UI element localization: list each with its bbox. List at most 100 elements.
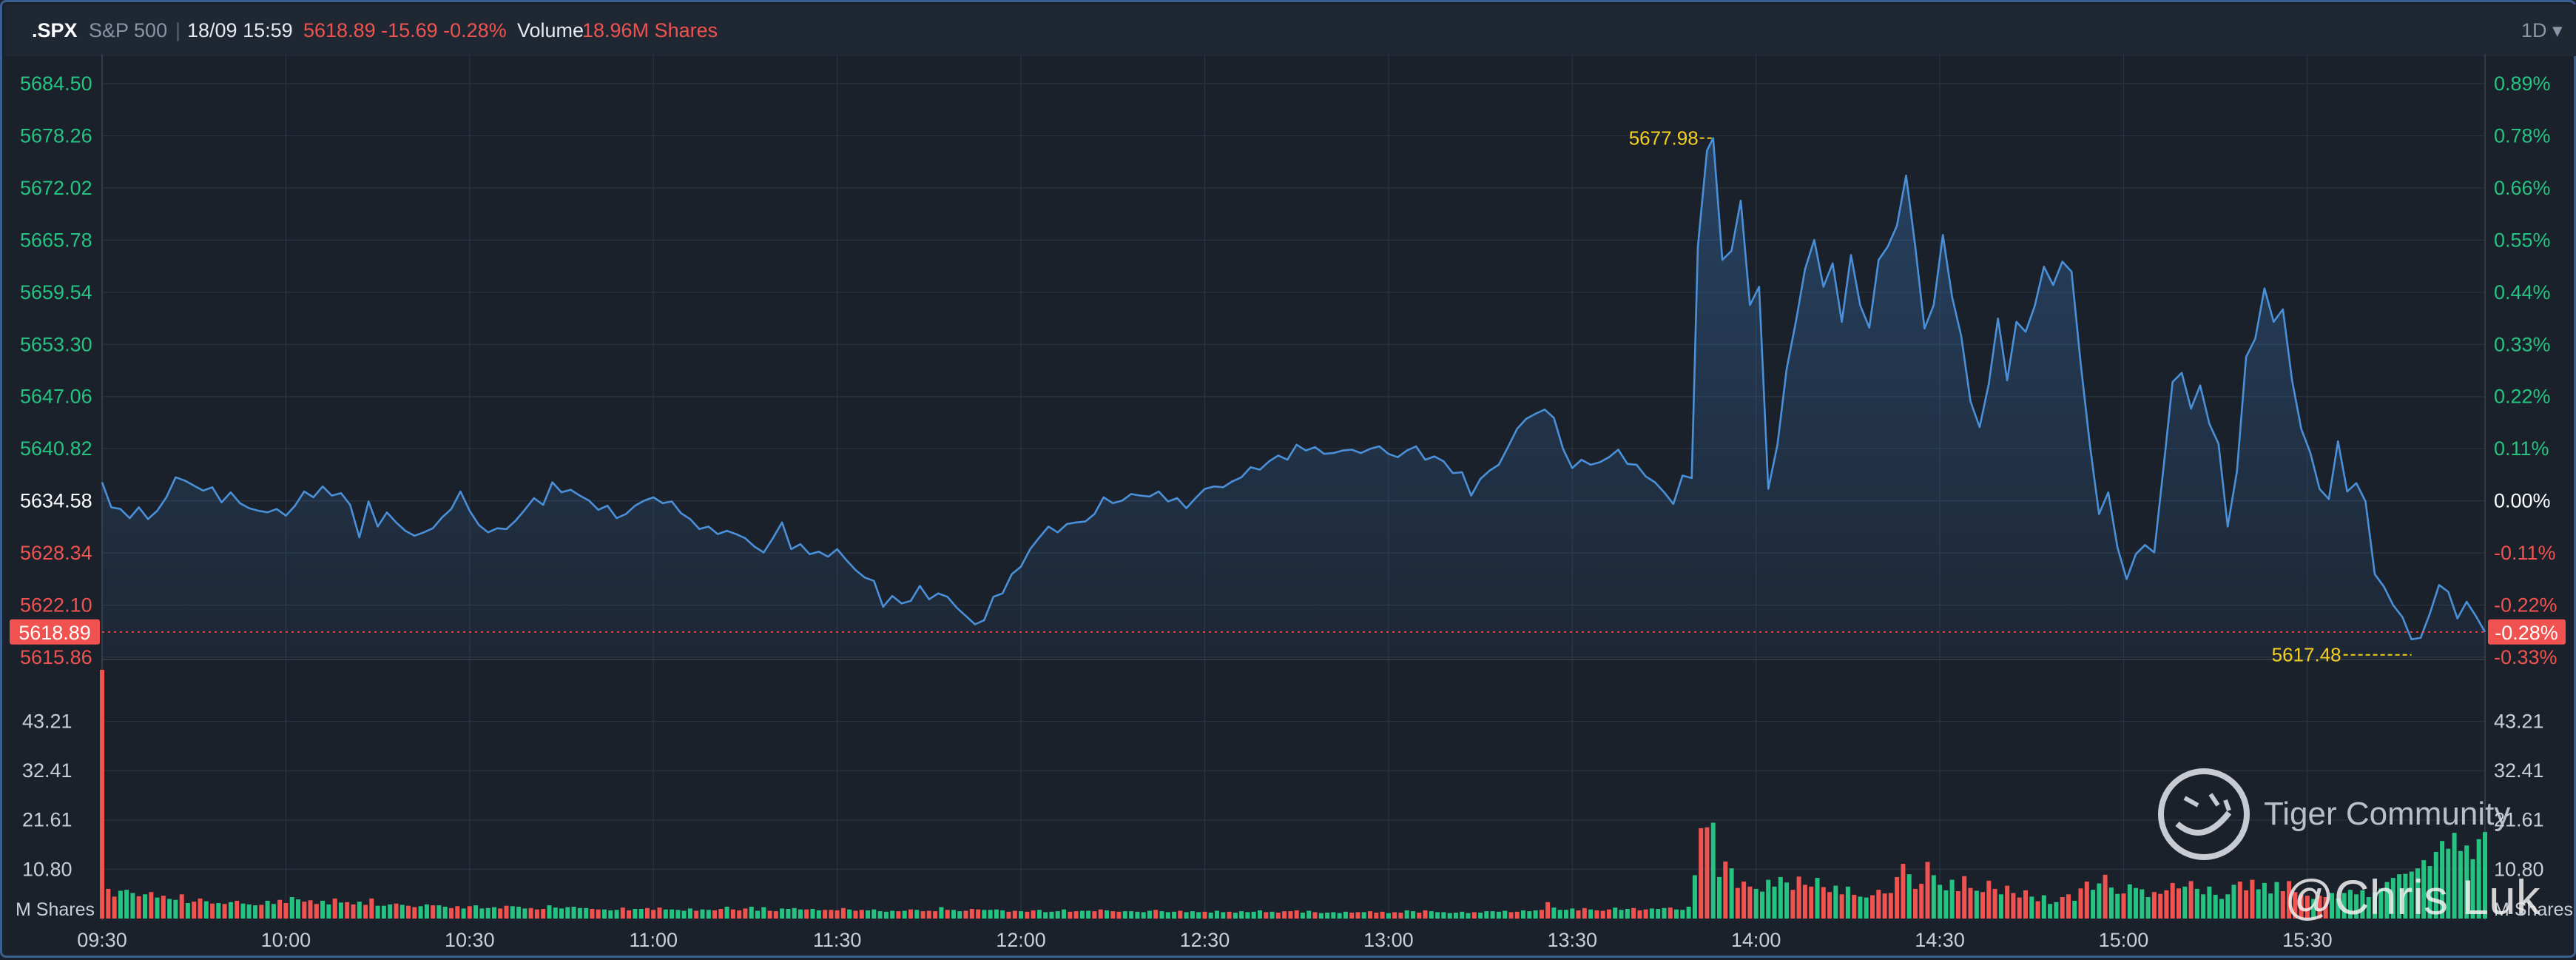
volume-bar	[2421, 860, 2427, 919]
price-tick-label: 5647.06	[20, 386, 92, 408]
volume-bar	[1508, 912, 1514, 919]
volume-bar	[602, 909, 607, 919]
volume-bar	[749, 907, 754, 919]
volume-bar	[442, 907, 448, 919]
volume-bar	[859, 910, 864, 919]
volume-bar	[1705, 827, 1710, 919]
volume-bar	[866, 910, 870, 919]
volume-bar	[1233, 913, 1238, 919]
volume-tick-label: 10.80	[22, 858, 73, 880]
volume-bar	[1938, 885, 1943, 919]
last-price-tag-bg	[10, 619, 100, 645]
x-tick-label: 12:00	[996, 929, 1046, 951]
volume-bar	[1239, 911, 1244, 919]
volume-bar	[240, 903, 246, 919]
volume-bar	[492, 907, 496, 919]
volume-bar	[1974, 890, 1979, 919]
volume-bar	[1747, 886, 1753, 919]
volume-bar	[388, 904, 393, 919]
volume-bar	[1079, 910, 1085, 919]
volume-bar	[143, 894, 147, 919]
volume-bar	[2115, 893, 2120, 919]
volume-bar	[2029, 896, 2034, 919]
volume-bar	[1172, 911, 1177, 919]
volume-bar	[718, 909, 724, 919]
volume-bar	[939, 907, 944, 919]
volume-tick-label-right: 32.41	[2494, 759, 2544, 782]
tiger-logo-stripe	[2175, 810, 2232, 836]
volume-bar	[590, 909, 595, 919]
volume-bar	[1772, 886, 1777, 919]
volume-bar	[1662, 907, 1667, 919]
volume-bar	[816, 910, 821, 919]
volume-bar	[608, 910, 613, 919]
volume-bar	[357, 902, 362, 919]
volume-bar	[461, 908, 466, 919]
volume-bar	[1312, 912, 1318, 919]
volume-bar	[2188, 881, 2194, 919]
percent-tick-label: -0.11%	[2494, 542, 2556, 564]
volume-bar	[584, 907, 589, 919]
volume-bar	[724, 907, 729, 919]
volume-bar	[823, 910, 828, 919]
price-line[interactable]	[101, 137, 2486, 641]
volume-bar	[694, 910, 699, 919]
volume-bar	[730, 909, 735, 919]
volume-bar	[840, 907, 846, 919]
volume-tick-label: 32.41	[22, 759, 73, 782]
volume-bar	[1533, 910, 1538, 919]
volume-bar	[957, 911, 962, 919]
volume-bar	[449, 907, 454, 919]
volume-bar	[976, 909, 981, 919]
timeframe-selector[interactable]: 1D ▾	[2521, 19, 2563, 41]
volume-bar	[2476, 839, 2481, 919]
volume-bar	[136, 896, 141, 919]
volume-bar	[2219, 899, 2224, 919]
volume-bar	[645, 907, 650, 919]
price-tick-label: 5665.78	[20, 229, 92, 251]
volume-bar	[2250, 879, 2255, 919]
volume-bar	[1282, 911, 1287, 919]
volume-bar	[431, 905, 436, 919]
volume-bar	[1564, 910, 1568, 919]
volume-bar	[1019, 911, 1023, 919]
volume-bar	[1539, 910, 1544, 919]
volume-bar	[1343, 911, 1348, 919]
volume-bar	[1815, 878, 1820, 919]
volume-bar	[1251, 911, 1256, 919]
volume-bar	[1649, 908, 1654, 919]
volume-bar	[1471, 912, 1477, 919]
volume-bar	[1153, 910, 1159, 919]
volume-bar	[853, 910, 858, 919]
volume-bar	[1386, 913, 1391, 919]
volume-bar	[498, 908, 503, 919]
volume-bar	[332, 898, 337, 919]
volume-bar	[1318, 913, 1324, 919]
volume-bar	[338, 902, 343, 919]
volume-bar	[516, 907, 522, 919]
volume-bar	[2452, 833, 2457, 919]
volume-bar	[1447, 913, 1452, 919]
volume-bar	[228, 902, 233, 919]
volume-bar	[424, 904, 429, 919]
volume-bar	[485, 907, 490, 919]
symbol-label[interactable]: .SPX	[32, 19, 78, 41]
price-tick-label: 5653.30	[20, 333, 92, 355]
volume-bar	[2072, 901, 2077, 919]
volume-bar	[1264, 912, 1269, 919]
volume-bar	[1068, 911, 1073, 919]
volume-bar	[2054, 902, 2059, 919]
volume-bar	[1723, 861, 1728, 919]
volume-bar	[1270, 911, 1275, 919]
volume-bar	[1931, 875, 1936, 919]
volume-bar	[2390, 878, 2395, 919]
x-tick-label: 11:00	[629, 929, 678, 951]
x-tick-label: 13:00	[1363, 929, 1414, 951]
volume-bar	[161, 896, 166, 919]
volume-bar	[1055, 911, 1060, 919]
volume-bar	[737, 910, 742, 919]
header-datetime: 18/09 15:59	[187, 19, 293, 41]
price-tick-label: 5622.10	[20, 594, 92, 617]
volume-bar	[1753, 888, 1759, 919]
